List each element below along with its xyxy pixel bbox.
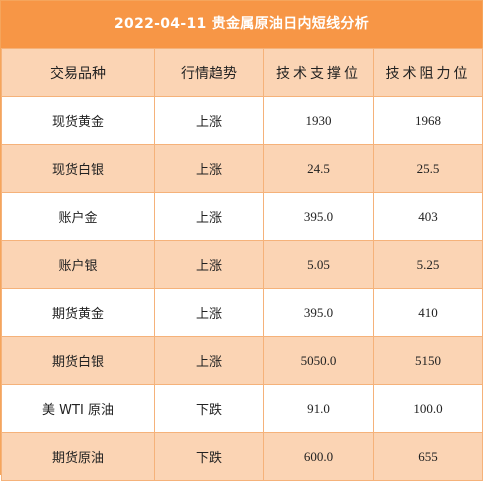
cell-resistance: 5150 — [373, 336, 483, 385]
cell-resistance: 25.5 — [373, 144, 483, 193]
cell-trend: 上涨 — [154, 288, 264, 337]
table-row: 账户银 上涨 5.05 5.25 — [1, 240, 483, 289]
analysis-table: 交易品种 行情趋势 技术支撑位 技术阻力位 现货黄金 上涨 1930 1968 … — [1, 48, 483, 481]
header-resistance: 技术阻力位 — [373, 48, 483, 97]
cell-support: 1930 — [263, 96, 374, 145]
cell-support: 395.0 — [263, 288, 374, 337]
cell-product: 期货白银 — [1, 336, 155, 385]
cell-resistance: 5.25 — [373, 240, 483, 289]
table-row: 期货原油 下跌 600.0 655 — [1, 432, 483, 481]
cell-resistance: 100.0 — [373, 384, 483, 433]
cell-trend: 上涨 — [154, 336, 264, 385]
cell-trend: 上涨 — [154, 144, 264, 193]
cell-resistance: 410 — [373, 288, 483, 337]
header-trend: 行情趋势 — [154, 48, 264, 97]
cell-product: 现货黄金 — [1, 96, 155, 145]
table-row: 现货白银 上涨 24.5 25.5 — [1, 144, 483, 193]
cell-product: 期货黄金 — [1, 288, 155, 337]
header-support: 技术支撑位 — [263, 48, 374, 97]
table-header-row: 交易品种 行情趋势 技术支撑位 技术阻力位 — [1, 48, 483, 97]
cell-support: 91.0 — [263, 384, 374, 433]
table-row: 现货黄金 上涨 1930 1968 — [1, 96, 483, 145]
cell-resistance: 655 — [373, 432, 483, 481]
table-row: 期货白银 上涨 5050.0 5150 — [1, 336, 483, 385]
cell-trend: 上涨 — [154, 240, 264, 289]
cell-resistance: 403 — [373, 192, 483, 241]
header-product: 交易品种 — [1, 48, 155, 97]
cell-product: 美 WTI 原油 — [1, 384, 155, 433]
table-row: 账户金 上涨 395.0 403 — [1, 192, 483, 241]
cell-product: 账户金 — [1, 192, 155, 241]
cell-support: 24.5 — [263, 144, 374, 193]
cell-product: 期货原油 — [1, 432, 155, 481]
cell-resistance: 1968 — [373, 96, 483, 145]
cell-support: 5.05 — [263, 240, 374, 289]
cell-support: 600.0 — [263, 432, 374, 481]
cell-trend: 下跌 — [154, 384, 264, 433]
cell-trend: 下跌 — [154, 432, 264, 481]
table-row: 美 WTI 原油 下跌 91.0 100.0 — [1, 384, 483, 433]
table-title: 2022-04-11 贵金属原油日内短线分析 — [1, 1, 482, 48]
table-row: 期货黄金 上涨 395.0 410 — [1, 288, 483, 337]
cell-product: 现货白银 — [1, 144, 155, 193]
cell-trend: 上涨 — [154, 96, 264, 145]
cell-support: 5050.0 — [263, 336, 374, 385]
cell-product: 账户银 — [1, 240, 155, 289]
cell-trend: 上涨 — [154, 192, 264, 241]
cell-support: 395.0 — [263, 192, 374, 241]
